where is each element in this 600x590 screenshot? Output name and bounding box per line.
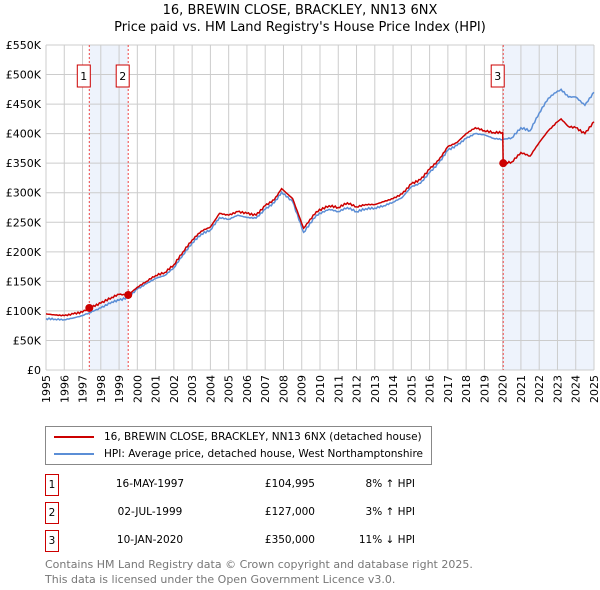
- x-tick-label: 1998: [95, 375, 108, 403]
- table-row: 1 16-MAY-1997 £104,995 8% ↑ HPI: [45, 474, 445, 496]
- x-tick-label: 1995: [40, 375, 53, 403]
- x-tick-label: 2020: [497, 375, 510, 403]
- table-row: 3 10-JAN-2020 £350,000 11% ↓ HPI: [45, 530, 445, 552]
- x-tick-label: 2024: [570, 375, 583, 403]
- sale-price: £350,000: [264, 534, 315, 546]
- sale-date: 10-JAN-2020: [116, 534, 184, 546]
- x-tick-label: 2012: [351, 375, 364, 403]
- x-tick-label: 2010: [314, 375, 327, 403]
- sale-marker-badge: 1: [45, 474, 59, 496]
- sale-price: £104,995: [264, 478, 315, 490]
- x-tick-label: 2017: [442, 375, 455, 403]
- legend-item-hpi: HPI: Average price, detached house, West…: [54, 446, 423, 462]
- sale-label-box: [76, 64, 91, 88]
- sale-hpi-diff: 11% ↓ HPI: [358, 534, 415, 546]
- x-tick-label: 2014: [387, 375, 400, 403]
- x-tick-label: 2019: [478, 375, 491, 403]
- x-tick-label: 2013: [369, 375, 382, 403]
- sale-point: [499, 159, 508, 168]
- sale-label-box: [115, 64, 130, 88]
- x-tick-label: 2018: [460, 375, 473, 403]
- y-tick-label: £250K: [6, 216, 42, 229]
- x-tick-label: 2022: [533, 375, 546, 403]
- sale-label: 2: [119, 70, 126, 83]
- sale-point: [85, 303, 94, 312]
- x-tick-label: 2002: [168, 375, 181, 403]
- x-tick-label: 1996: [58, 375, 71, 403]
- x-tick-label: 2016: [424, 375, 437, 403]
- sale-point: [124, 290, 133, 299]
- x-tick-label: 1999: [113, 375, 126, 403]
- x-tick-label: 2021: [515, 375, 528, 403]
- y-tick-label: £150K: [6, 275, 42, 288]
- legend-label: HPI: Average price, detached house, West…: [104, 448, 423, 460]
- sale-marker-badge: 3: [45, 530, 59, 552]
- x-tick-label: 2015: [405, 375, 418, 403]
- chart-subtitle: Price paid vs. HM Land Registry's House …: [114, 20, 486, 35]
- x-tick-label: 2001: [150, 375, 163, 403]
- x-tick-label: 2025: [588, 375, 600, 403]
- legend-item-property: 16, BREWIN CLOSE, BRACKLEY, NN13 6NX (de…: [54, 429, 422, 445]
- sale-label: 3: [494, 70, 501, 83]
- chart-title: 16, BREWIN CLOSE, BRACKLEY, NN13 6NX: [162, 3, 438, 18]
- sale-hpi-diff: 8% ↑ HPI: [365, 478, 415, 490]
- x-tick-label: 2005: [223, 375, 236, 403]
- y-tick-label: £200K: [6, 246, 42, 259]
- x-tick-label: 2008: [277, 375, 290, 403]
- sale-date: 02-JUL-1999: [117, 506, 183, 518]
- shaded-period: [89, 45, 129, 370]
- x-tick-label: 2003: [186, 375, 199, 403]
- shaded-period: [503, 45, 594, 370]
- legend: 16, BREWIN CLOSE, BRACKLEY, NN13 6NX (de…: [45, 426, 432, 465]
- x-tick-label: 2007: [259, 375, 272, 403]
- sale-hpi-diff: 3% ↑ HPI: [365, 506, 415, 518]
- y-tick-label: £100K: [6, 305, 42, 318]
- sale-label-box: [490, 64, 505, 88]
- x-tick-label: 2009: [296, 375, 309, 403]
- y-tick-label: £450K: [6, 98, 42, 111]
- y-tick-label: £0: [27, 364, 41, 377]
- y-tick-label: £550K: [6, 39, 42, 52]
- price-chart: 1995 1996 1997 1998 1999 2000 2001 2002 2003 2004…: [6, 39, 600, 403]
- y-tick-label: £50K: [13, 334, 42, 347]
- sale-price: £127,000: [264, 506, 315, 518]
- sale-label: 1: [80, 70, 87, 83]
- y-tick-label: £500K: [6, 69, 42, 82]
- x-tick-label: 2023: [551, 375, 564, 403]
- table-row: 2 02-JUL-1999 £127,000 3% ↑ HPI: [45, 502, 445, 524]
- y-tick-label: £350K: [6, 157, 42, 170]
- y-tick-label: £400K: [6, 128, 42, 141]
- legend-swatch-blue: [54, 453, 94, 455]
- x-tick-label: 2000: [131, 375, 144, 403]
- footer-licence: This data is licensed under the Open Gov…: [45, 573, 396, 586]
- sale-marker-badge: 2: [45, 502, 59, 524]
- x-tick-label: 2011: [332, 375, 345, 403]
- x-tick-label: 2004: [204, 375, 217, 403]
- footer-copyright: Contains HM Land Registry data © Crown c…: [45, 558, 473, 571]
- legend-swatch-red: [54, 436, 94, 438]
- y-tick-label: £300K: [6, 187, 42, 200]
- x-tick-label: 1997: [77, 375, 90, 403]
- x-tick-label: 2006: [241, 375, 254, 403]
- sale-date: 16-MAY-1997: [115, 478, 185, 490]
- legend-label: 16, BREWIN CLOSE, BRACKLEY, NN13 6NX (de…: [104, 431, 422, 443]
